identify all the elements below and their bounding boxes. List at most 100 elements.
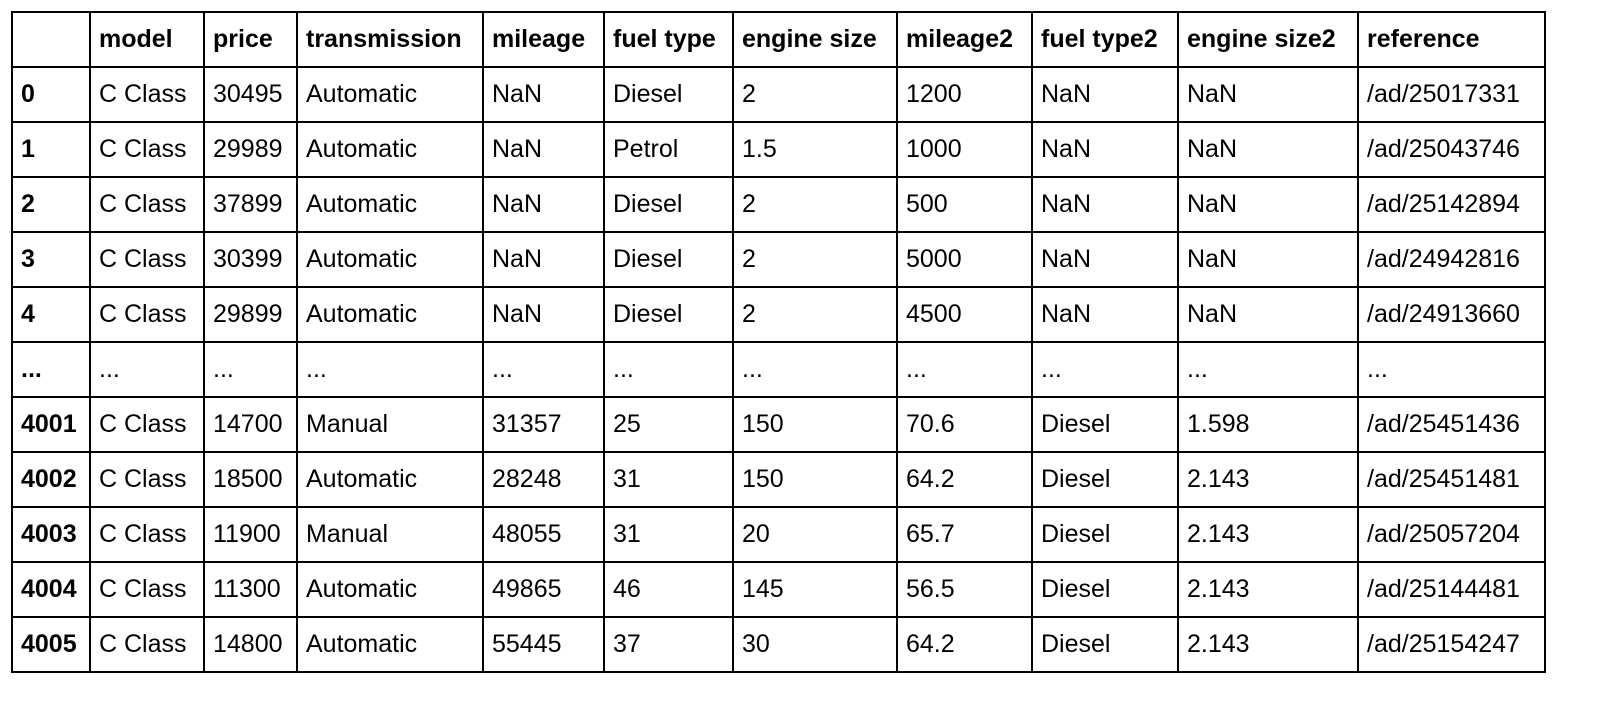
column-header: engine size2 xyxy=(1177,11,1359,68)
column-header: price xyxy=(203,11,298,68)
dataframe-table: model price transmission mileage fuel type en… xyxy=(11,11,1546,673)
table-cell: 1000 xyxy=(896,121,1033,178)
header-row: model price transmission mileage fuel type en… xyxy=(11,11,1546,68)
table-cell: 14800 xyxy=(203,616,298,673)
table-cell: Automatic xyxy=(296,176,484,233)
row-index: 3 xyxy=(11,231,91,288)
table-cell: NaN xyxy=(1177,66,1359,123)
table-cell: Diesel xyxy=(603,176,734,233)
table-cell: NaN xyxy=(482,176,605,233)
table-cell: ... xyxy=(732,341,898,398)
table-cell: C Class xyxy=(89,66,205,123)
table-cell: Diesel xyxy=(1031,616,1179,673)
table-cell: 31357 xyxy=(482,396,605,453)
table-cell: 2.143 xyxy=(1177,561,1359,618)
table-cell: 2 xyxy=(732,231,898,288)
table-cell: /ad/25451481 xyxy=(1357,451,1546,508)
row-index: 0 xyxy=(11,66,91,123)
table-cell: 37899 xyxy=(203,176,298,233)
table-cell: 37 xyxy=(603,616,734,673)
table-cell: 150 xyxy=(732,396,898,453)
column-header: fuel type2 xyxy=(1031,11,1179,68)
table-cell: /ad/25144481 xyxy=(1357,561,1546,618)
table-cell: NaN xyxy=(1177,286,1359,343)
table-cell: Manual xyxy=(296,396,484,453)
table-cell: /ad/25017331 xyxy=(1357,66,1546,123)
column-header: transmission xyxy=(296,11,484,68)
table-cell: Diesel xyxy=(603,231,734,288)
table-cell: 2.143 xyxy=(1177,506,1359,563)
row-index: 4003 xyxy=(11,506,91,563)
table-cell: Diesel xyxy=(1031,396,1179,453)
row-index: 4005 xyxy=(11,616,91,673)
table-cell: C Class xyxy=(89,121,205,178)
table-cell: NaN xyxy=(1031,286,1179,343)
table-cell: /ad/24913660 xyxy=(1357,286,1546,343)
table-cell: 56.5 xyxy=(896,561,1033,618)
table-cell: 64.2 xyxy=(896,616,1033,673)
table-cell: 2 xyxy=(732,286,898,343)
table-cell: 11300 xyxy=(203,561,298,618)
table-cell: Automatic xyxy=(296,66,484,123)
table-cell: /ad/25451436 xyxy=(1357,396,1546,453)
table-cell: NaN xyxy=(482,231,605,288)
row-index: 2 xyxy=(11,176,91,233)
table-cell: 29989 xyxy=(203,121,298,178)
table-cell: 64.2 xyxy=(896,451,1033,508)
row-index: 4001 xyxy=(11,396,91,453)
table-cell: 1200 xyxy=(896,66,1033,123)
table-cell: 46 xyxy=(603,561,734,618)
table-cell: Diesel xyxy=(603,286,734,343)
table-cell: 2.143 xyxy=(1177,451,1359,508)
table-cell: ... xyxy=(1357,341,1546,398)
table-cell: 25 xyxy=(603,396,734,453)
column-header: mileage2 xyxy=(896,11,1033,68)
row-index: 1 xyxy=(11,121,91,178)
table-row: 4003 C Class 11900 Manual 48055 31 20 65.7 Diese… xyxy=(11,506,1546,563)
table-cell: Manual xyxy=(296,506,484,563)
table-row: 4001 C Class 14700 Manual 31357 25 150 70.6 Dies… xyxy=(11,396,1546,453)
table-cell: Automatic xyxy=(296,121,484,178)
table-cell: Automatic xyxy=(296,616,484,673)
table-cell: Automatic xyxy=(296,231,484,288)
table-cell: /ad/25043746 xyxy=(1357,121,1546,178)
table-cell: 30399 xyxy=(203,231,298,288)
table-cell: ... xyxy=(896,341,1033,398)
table-cell: ... xyxy=(482,341,605,398)
table-cell: 500 xyxy=(896,176,1033,233)
table-cell: 2.143 xyxy=(1177,616,1359,673)
table-row: 4004 C Class 11300 Automatic 49865 46 145 56.5 D… xyxy=(11,561,1546,618)
table-cell: C Class xyxy=(89,176,205,233)
row-index: 4004 xyxy=(11,561,91,618)
table-cell: 30495 xyxy=(203,66,298,123)
table-cell: 1.598 xyxy=(1177,396,1359,453)
column-header: reference xyxy=(1357,11,1546,68)
table-header: model price transmission mileage fuel type en… xyxy=(11,11,1546,68)
table-cell: ... xyxy=(603,341,734,398)
table-cell: 145 xyxy=(732,561,898,618)
table-cell: Automatic xyxy=(296,286,484,343)
table-cell: 11900 xyxy=(203,506,298,563)
table-cell: NaN xyxy=(482,286,605,343)
table-cell: 31 xyxy=(603,506,734,563)
table-cell: NaN xyxy=(1031,121,1179,178)
column-header: engine size xyxy=(732,11,898,68)
table-cell: 48055 xyxy=(482,506,605,563)
table-cell: 70.6 xyxy=(896,396,1033,453)
table-cell: NaN xyxy=(1031,176,1179,233)
table-cell: C Class xyxy=(89,396,205,453)
table-row: 4005 C Class 14800 Automatic 55445 37 30 64.2 Di… xyxy=(11,616,1546,673)
table-cell: 31 xyxy=(603,451,734,508)
table-cell: NaN xyxy=(1177,176,1359,233)
table-cell: NaN xyxy=(1031,66,1179,123)
table-cell: 29899 xyxy=(203,286,298,343)
table-cell: ... xyxy=(296,341,484,398)
table-cell: ... xyxy=(1177,341,1359,398)
table-cell: C Class xyxy=(89,616,205,673)
table-cell: NaN xyxy=(1177,121,1359,178)
table-cell: NaN xyxy=(1031,231,1179,288)
